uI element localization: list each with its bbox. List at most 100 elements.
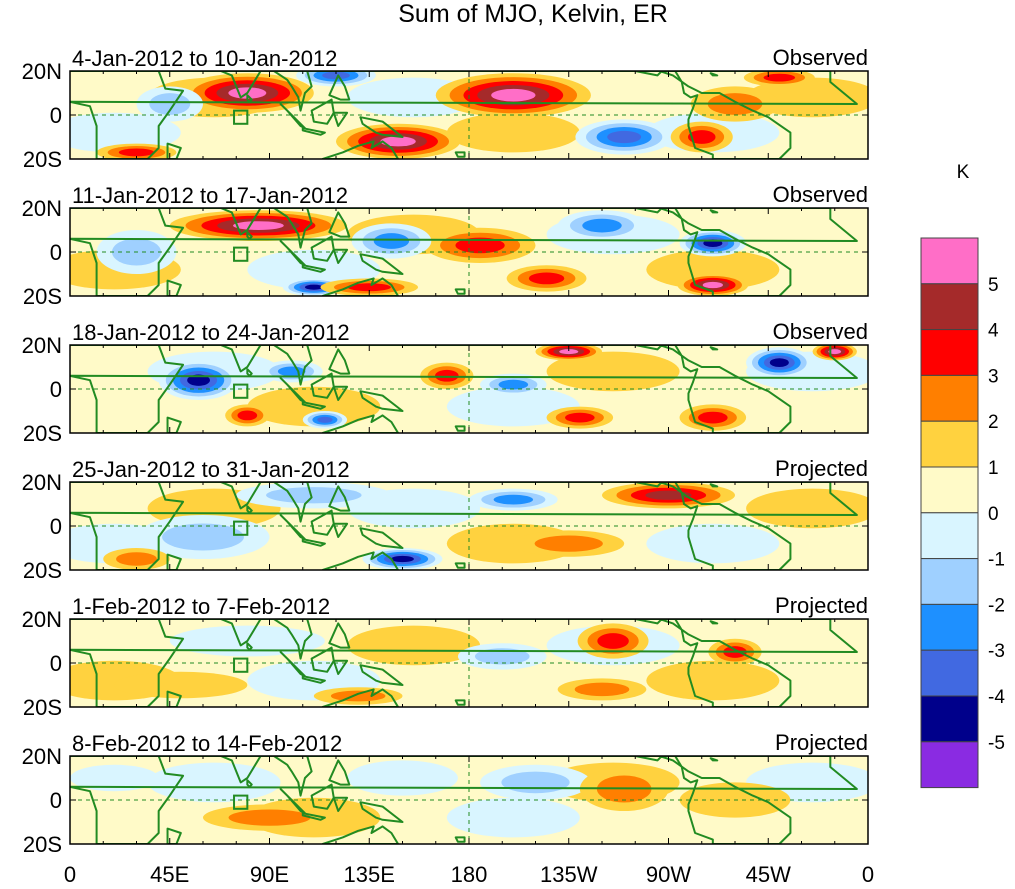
- y-tick-label: 20S: [23, 832, 62, 857]
- anomaly-contour: [277, 366, 306, 377]
- colorbar-label: 3: [988, 366, 999, 387]
- colorbar-label: -2: [988, 595, 1005, 616]
- colorbar-box: [920, 603, 979, 651]
- anomaly-contour: [645, 490, 692, 500]
- anomaly-contour: [322, 71, 350, 80]
- colorbar-box: [920, 695, 979, 743]
- coastline: [301, 127, 326, 136]
- anomaly-contour: [162, 523, 244, 551]
- anomaly-contour: [498, 379, 529, 390]
- coastline: [279, 651, 306, 678]
- coastline: [279, 788, 306, 815]
- anomaly-contour: [828, 349, 842, 355]
- coastline: [272, 756, 313, 797]
- panel-status: Observed: [773, 45, 868, 70]
- anomaly-band: [70, 112, 181, 153]
- coastline: [301, 812, 326, 821]
- coastline: [166, 827, 182, 844]
- colorbar-boxes: [920, 237, 979, 789]
- coastline: [70, 345, 858, 433]
- coastline: [219, 619, 262, 647]
- y-tick-label: 20S: [23, 284, 62, 309]
- y-tick-label: 20N: [22, 196, 62, 221]
- coastline: [272, 71, 313, 112]
- anomaly-contour: [391, 555, 414, 563]
- coastline: [246, 505, 253, 514]
- coastline: [332, 796, 349, 812]
- coastline: [454, 151, 466, 158]
- coastline: [301, 538, 326, 547]
- y-tick-label: 20S: [23, 558, 62, 583]
- coastline: [321, 551, 400, 570]
- region-box: [233, 109, 249, 125]
- panel-status: Projected: [775, 730, 868, 755]
- anomaly-band: [646, 660, 780, 701]
- anomaly-contour: [528, 272, 565, 285]
- panel-4: 20N 0 20S 25-Jan-2012 to 31-Jan-2012 Project…: [22, 456, 869, 583]
- colorbar-label: 0: [988, 504, 999, 525]
- coastline: [301, 675, 326, 684]
- coastline: [321, 277, 400, 296]
- coastline: [301, 264, 326, 273]
- anomaly-band: [646, 249, 780, 290]
- coastline: [328, 211, 351, 238]
- coastline: [310, 372, 335, 399]
- coastline: [709, 72, 719, 77]
- anomaly-contour: [769, 358, 789, 367]
- panel-status: Observed: [773, 319, 868, 344]
- coastline: [709, 209, 719, 214]
- coastline: [272, 482, 313, 523]
- anomaly-contour: [702, 281, 723, 289]
- coastline: [328, 622, 351, 649]
- anomaly-contour: [70, 764, 159, 792]
- coastline: [634, 208, 792, 296]
- anomaly-contour: [118, 148, 155, 157]
- anomaly-contour: [347, 283, 391, 292]
- coastline: [321, 414, 400, 433]
- coastline: [454, 699, 466, 706]
- coastline: [359, 664, 404, 686]
- coastlines: [70, 619, 858, 707]
- coastline: [709, 483, 719, 488]
- coastline: [166, 553, 182, 570]
- coastline: [166, 416, 182, 433]
- anomaly-band: [446, 386, 580, 427]
- coastline: [359, 390, 404, 412]
- region-box: [233, 246, 249, 262]
- colorbar-box: [920, 329, 979, 376]
- y-tick-label: 0: [50, 377, 62, 402]
- colorbar-box: [920, 512, 979, 560]
- y-tick-label: 0: [50, 103, 62, 128]
- anomaly-contour: [304, 284, 323, 290]
- x-tick-label: 0: [862, 862, 874, 887]
- coastline: [709, 346, 719, 351]
- coastlines: [70, 345, 858, 433]
- panel-3: 20N 0 20S 18-Jan-2012 to 24-Jan-2012 Observe…: [22, 319, 869, 446]
- coastline: [219, 756, 262, 784]
- coastline: [634, 71, 792, 159]
- coastline: [634, 345, 792, 433]
- coastline: [246, 779, 253, 788]
- colorbar-label: 5: [988, 275, 999, 296]
- x-tick-label: 0: [64, 862, 76, 887]
- coastline: [321, 825, 400, 844]
- y-tick-label: 0: [50, 240, 62, 265]
- anomaly-contour: [607, 130, 642, 144]
- coastline: [634, 756, 792, 844]
- panel-dates: 25-Jan-2012 to 31-Jan-2012: [72, 457, 350, 482]
- colorbar-label: -4: [988, 687, 1005, 708]
- anomaly-contour: [597, 633, 629, 649]
- colorbar-label: -5: [988, 733, 1005, 754]
- anomaly-contour: [237, 410, 258, 421]
- coastline: [634, 619, 792, 707]
- coastline: [70, 756, 858, 844]
- coastline: [454, 425, 466, 432]
- anomaly-band: [546, 351, 680, 392]
- colorbar-labels: 5 4 3 2 1 0 -1 -2 -3 -4 -5: [988, 275, 1005, 754]
- anomaly-contour: [266, 487, 362, 504]
- coastline: [359, 253, 404, 275]
- coastline: [70, 71, 858, 159]
- colorbar-label: 2: [988, 412, 999, 433]
- coastline: [272, 619, 313, 660]
- coastline: [219, 482, 262, 510]
